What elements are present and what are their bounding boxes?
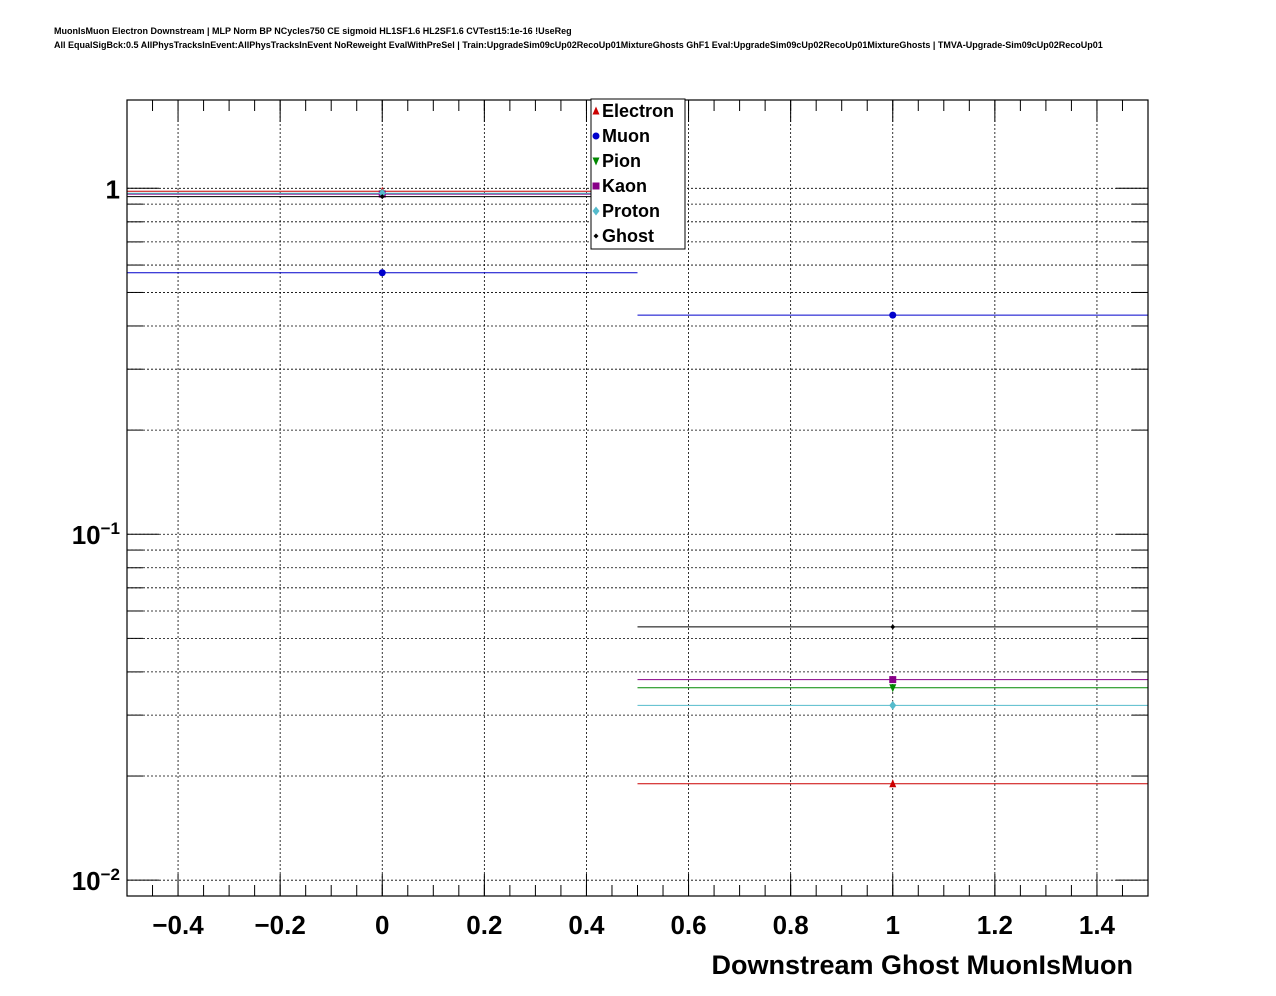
marker-triangle-up [889,779,897,788]
x-tick-label: 1 [886,910,900,940]
legend-label-muon: Muon [602,126,650,146]
series-muon [127,269,1148,319]
legend-label-kaon: Kaon [602,176,647,196]
legend-label-pion: Pion [602,151,641,171]
marker-circle [592,132,600,140]
legend-box [590,98,686,250]
marker-small-diamond [593,233,599,239]
legend-label-ghost: Ghost [602,226,654,246]
data-series [127,186,1148,788]
x-tick-label: 0.6 [670,910,706,940]
x-axis-title: Downstream Ghost MuonIsMuon [712,950,1134,980]
x-tick-label: 1.2 [977,910,1013,940]
marker-triangle-up [592,106,600,115]
marker-small-diamond [890,624,896,630]
marker-circle [889,311,897,319]
x-tick-label: 0.4 [568,910,605,940]
x-tick-label: 0.8 [773,910,809,940]
x-tick-label: 0 [375,910,389,940]
x-tick-label: −0.2 [254,910,305,940]
marker-triangle-down [889,684,897,693]
header-line-2: All EqualSigBck:0.5 AllPhysTracksInEvent… [54,40,1103,50]
marker-triangle-down [592,157,600,166]
x-tick-label: −0.4 [152,910,204,940]
header-line-1: MuonIsMuon Electron Downstream | MLP Nor… [54,26,572,36]
legend-label-proton: Proton [602,201,660,221]
tick-labels: −0.4 −0.2 0 0.2 0.4 0.6 0.8 1 1.2 1.4 1 10−1 10−2 [72,174,1116,940]
y-tick-label: 10−1 [72,519,120,550]
legend-label-electron: Electron [602,101,674,121]
series-proton [127,188,1148,710]
grid [127,100,1148,897]
marker-square [592,182,600,190]
y-tick-label: 10−2 [72,865,120,896]
marker-small-diamond [379,194,385,200]
marker-diamond [592,206,600,216]
y-tick-label: 1 [106,174,120,204]
marker-circle [378,269,386,277]
marker-square [889,676,897,684]
x-tick-label: 1.4 [1079,910,1116,940]
axis-ticks [126,100,1149,897]
marker-diamond [889,700,897,710]
x-tick-label: 0.2 [466,910,502,940]
legend: Electron Muon Pion Kaon Proton Ghost [590,98,686,250]
marker-diamond [378,188,386,198]
series-ghost [127,194,1148,630]
